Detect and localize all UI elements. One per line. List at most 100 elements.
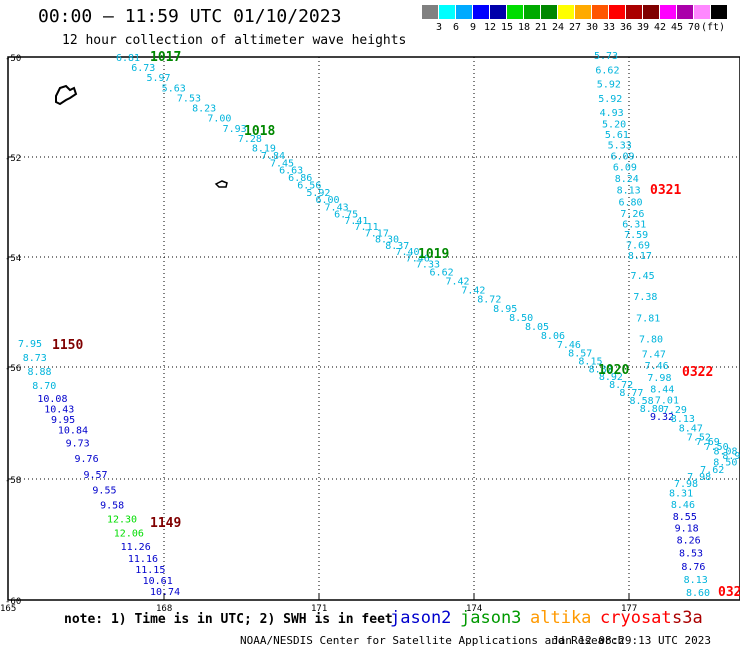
wave-height-value: 11.16 [128, 554, 158, 565]
wave-height-value: 5.61 [605, 130, 629, 141]
legend-swatch [439, 5, 455, 19]
wave-height-value: 7.52 [687, 432, 711, 443]
legend-swatch [558, 5, 574, 19]
wave-height-value: 7.59 [624, 230, 648, 241]
legend-label: 30 [585, 22, 599, 33]
wave-height-value: 8.23 [192, 104, 216, 115]
wave-height-value: 5.63 [162, 83, 186, 94]
wave-height-value: 7.11 [355, 222, 379, 233]
pass-label: 1150 [52, 338, 83, 353]
wave-height-value: 6.63 [279, 166, 303, 177]
pass-label: 0321 [650, 183, 681, 198]
wave-height-value: 8.82 [589, 364, 613, 375]
wave-height-value: 7.42 [461, 286, 485, 297]
wave-height-value: 7.98 [647, 373, 671, 384]
wave-height-value: 7.17 [365, 228, 389, 239]
wave-height-value: 8.70 [32, 381, 56, 392]
pass-label: 032 [718, 585, 740, 600]
wave-height-value: 8.80 [640, 404, 664, 415]
wave-height-value: 7.40 [395, 247, 419, 258]
wave-height-value: 8.46 [671, 500, 695, 511]
wave-height-value: 7.38 [633, 292, 657, 303]
wave-height-value: 8.37 [385, 241, 409, 252]
wave-height-value: 8.92 [599, 372, 623, 383]
legend-swatch [575, 5, 591, 19]
wave-height-value: 8.26 [677, 536, 701, 547]
satellite-name: jason2 [390, 608, 452, 628]
wave-height-value: 6.62 [430, 267, 454, 278]
wave-height-value: 5.33 [608, 141, 632, 152]
wave-height-value: 10.61 [143, 576, 173, 587]
pass-label: 1020 [598, 363, 629, 378]
wave-height-value: 8.73 [23, 353, 47, 364]
wave-height-value: 7.50 [705, 442, 729, 453]
wave-height-value: 7.33 [416, 260, 440, 271]
wave-height-value: 5.92 [306, 188, 330, 199]
legend-swatch [490, 5, 506, 19]
legend-label: 70 [687, 22, 701, 33]
wave-height-value: 6.62 [595, 65, 619, 76]
pass-label: 1019 [418, 247, 449, 262]
wave-height-value: 7.95 [18, 339, 42, 350]
wave-height-value: 7.46 [557, 340, 581, 351]
wave-height-value: 8.57 [568, 348, 592, 359]
wave-height-value: 6.09 [613, 162, 637, 173]
wave-height-value: 6.86 [288, 173, 312, 184]
legend-swatch [592, 5, 608, 19]
longitude-label: 174 [466, 604, 482, 614]
wave-height-value: 11.15 [135, 565, 165, 576]
wave-height-value: 6.31 [622, 219, 646, 230]
wave-height-value: 7.46 [645, 361, 669, 372]
wave-height-value: 7.45 [270, 158, 294, 169]
legend-swatch [609, 5, 625, 19]
latitude-label: -60 [5, 597, 21, 607]
wave-height-value: 8.19 [252, 143, 276, 154]
wave-height-value: 6.09 [610, 151, 634, 162]
pass-label: 1018 [244, 124, 275, 139]
wave-height-value: 8.53 [679, 549, 703, 560]
wave-height-value: 8.88 [27, 367, 51, 378]
wave-height-value: 5.92 [598, 94, 622, 105]
wave-height-value: 7.46 [406, 253, 430, 264]
legend-label: 42 [653, 22, 667, 33]
legend-swatch [524, 5, 540, 19]
legend-label: 27 [568, 22, 582, 33]
legend-swatch [456, 5, 472, 19]
wave-height-value: 7.69 [626, 241, 650, 252]
legend-label: 33 [602, 22, 616, 33]
wave-height-value: 8.08 [713, 446, 737, 457]
wave-height-value: 11.26 [121, 542, 151, 553]
legend-swatch [473, 5, 489, 19]
legend-swatch [694, 5, 710, 19]
pass-label: 0322 [682, 365, 713, 380]
wave-height-value: 8.72 [477, 295, 501, 306]
map-frame [7, 56, 740, 601]
wave-height-value: 8.13 [617, 186, 641, 197]
legend-label: 9 [469, 22, 477, 33]
wave-height-value: 9.95 [51, 415, 75, 426]
latitude-label: -56 [5, 364, 21, 374]
wave-height-value: 7.28 [238, 134, 262, 145]
legend-swatch [422, 5, 438, 19]
legend-label: 36 [619, 22, 633, 33]
wave-height-value: 7.62 [700, 465, 724, 476]
legend-label: 18 [517, 22, 531, 33]
wave-height-value: 5.97 [146, 73, 170, 84]
legend-swatch [677, 5, 693, 19]
legend-swatch [626, 5, 642, 19]
wave-height-value: 8.31 [669, 488, 693, 499]
wave-height-value: 7.00 [207, 114, 231, 125]
wave-height-value: 8.47 [679, 423, 703, 434]
longitude-label: 171 [311, 604, 327, 614]
wave-height-value: 7.93 [223, 124, 247, 135]
generated-timestamp: Jan 12 08:29:13 UTC 2023 [552, 634, 711, 647]
latitude-label: -50 [5, 54, 21, 64]
wave-height-value: 9.57 [83, 470, 107, 481]
wave-height-value: 8.44 [650, 385, 674, 396]
legend-label: 45 [670, 22, 684, 33]
wave-height-value: 8.58 [630, 396, 654, 407]
satellite-name: s3a [672, 608, 703, 628]
wave-height-value: 7.98 [687, 472, 711, 483]
legend-swatch [643, 5, 659, 19]
wave-height-value: 5.20 [602, 120, 626, 131]
